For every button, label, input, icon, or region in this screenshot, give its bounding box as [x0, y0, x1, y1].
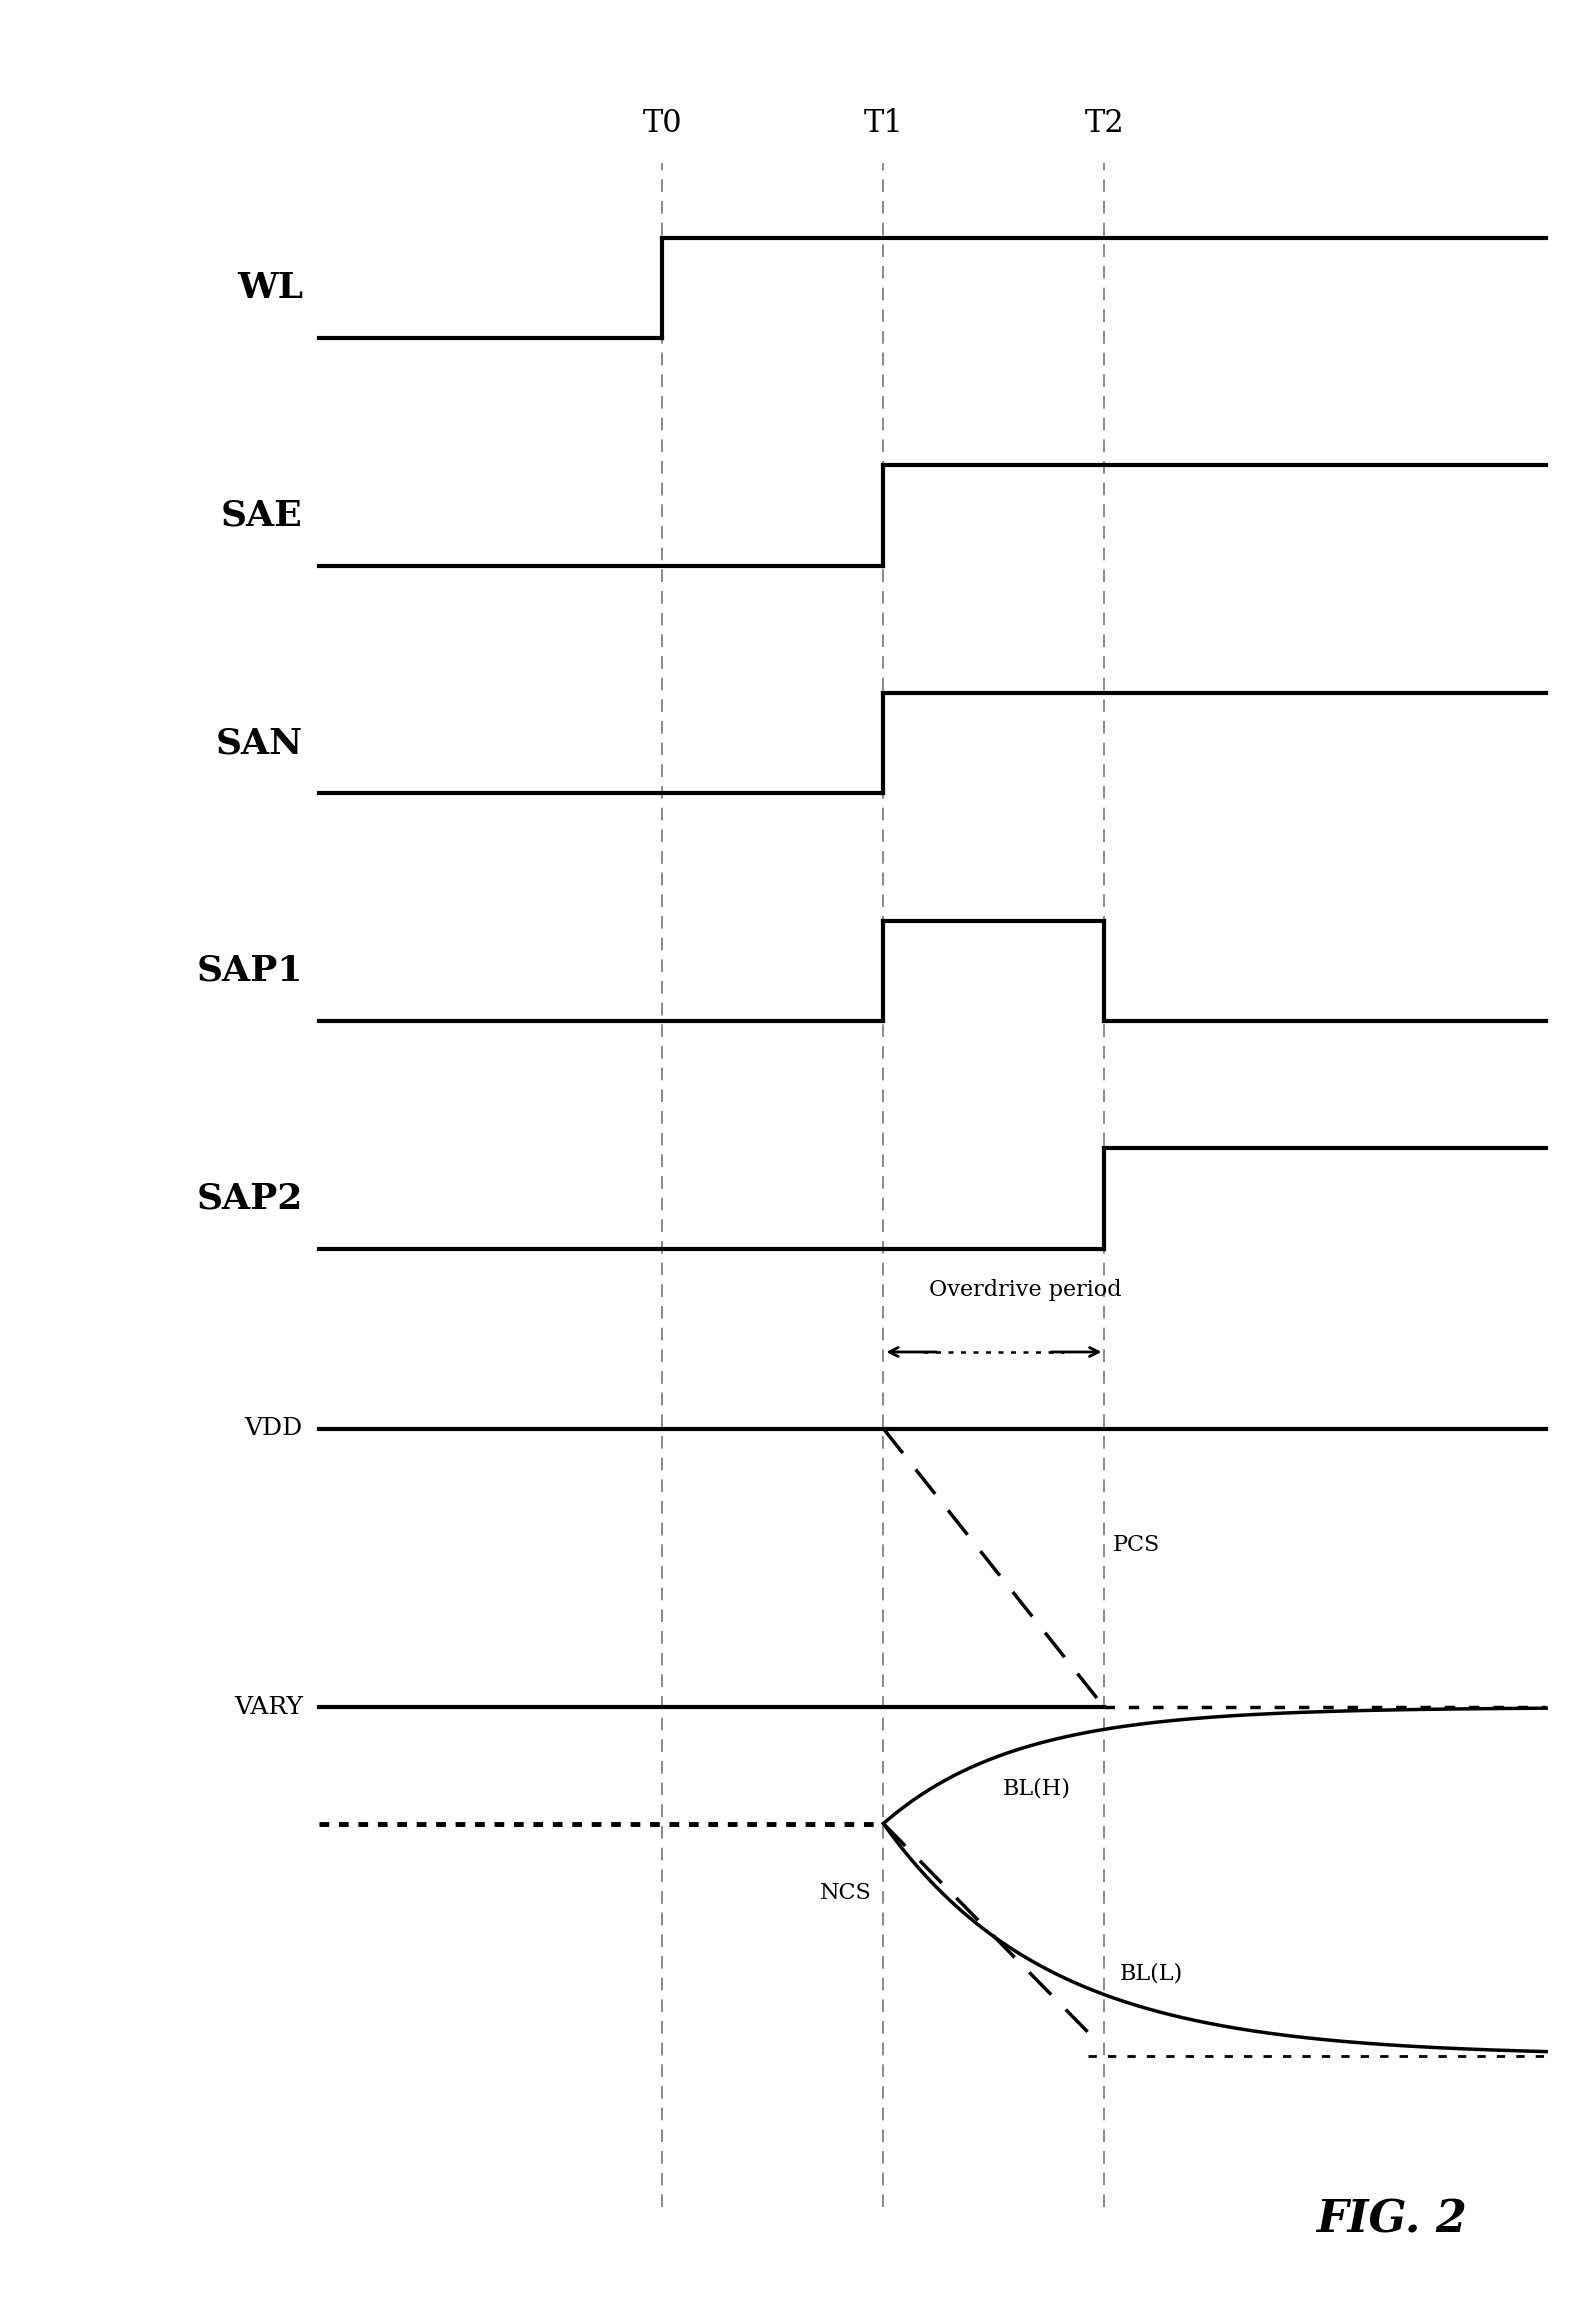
Text: BL(H): BL(H): [1003, 1777, 1071, 1798]
Text: FIG. 2: FIG. 2: [1315, 2198, 1466, 2242]
Text: T0: T0: [642, 109, 682, 139]
Text: NCS: NCS: [819, 1882, 872, 1905]
Text: VDD: VDD: [244, 1417, 303, 1440]
Text: SAP2: SAP2: [196, 1182, 303, 1215]
Text: BL(L): BL(L): [1121, 1963, 1183, 1984]
Text: VARY: VARY: [234, 1696, 303, 1719]
Text: T1: T1: [864, 109, 904, 139]
Text: Overdrive period: Overdrive period: [929, 1280, 1122, 1301]
Text: SAP1: SAP1: [196, 955, 303, 987]
Text: T2: T2: [1084, 109, 1124, 139]
Text: PCS: PCS: [1113, 1533, 1159, 1556]
Text: SAN: SAN: [215, 727, 303, 760]
Text: SAE: SAE: [222, 499, 303, 532]
Text: WL: WL: [238, 272, 303, 304]
